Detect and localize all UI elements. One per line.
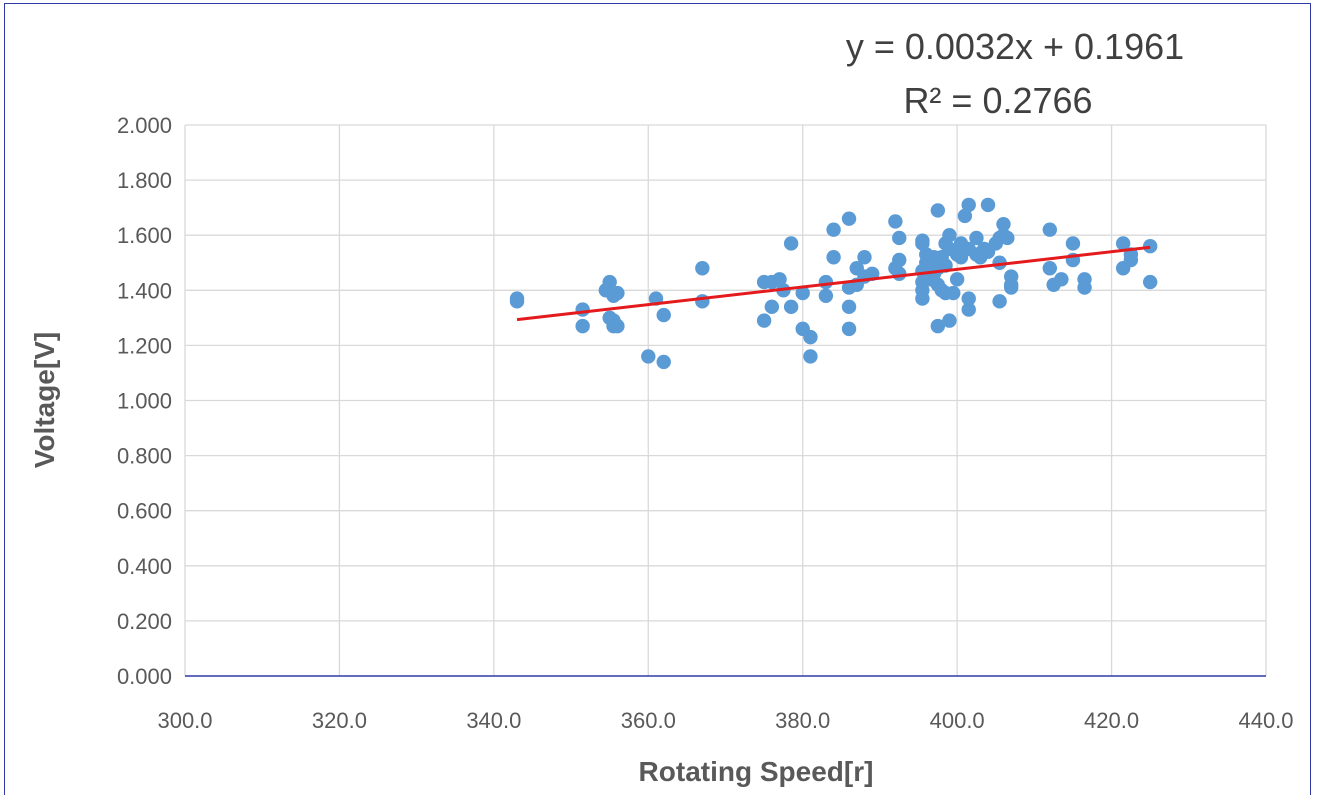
trendline-r-squared: R² = 0.2766 bbox=[903, 80, 1092, 121]
data-point bbox=[695, 261, 710, 276]
y-tick-label: 1.400 bbox=[117, 278, 172, 303]
data-point bbox=[783, 236, 799, 251]
x-tick-label: 380.0 bbox=[775, 708, 830, 733]
data-point bbox=[1042, 261, 1058, 276]
data-point bbox=[695, 294, 710, 309]
x-tick-label: 340.0 bbox=[466, 708, 521, 733]
data-point bbox=[961, 302, 976, 317]
data-point bbox=[1065, 236, 1081, 251]
data-point bbox=[641, 349, 656, 364]
x-tick-label: 360.0 bbox=[621, 708, 676, 733]
data-point bbox=[602, 274, 617, 290]
data-point bbox=[656, 354, 671, 370]
y-axis-title: Voltage[V] bbox=[29, 332, 60, 468]
data-point bbox=[1077, 280, 1092, 295]
data-point bbox=[930, 318, 946, 334]
data-point bbox=[949, 272, 965, 287]
x-axis-title: Rotating Speed[r] bbox=[639, 756, 874, 787]
data-point bbox=[764, 299, 780, 315]
data-point bbox=[961, 291, 976, 306]
data-point bbox=[826, 222, 841, 237]
y-tick-label: 1.200 bbox=[117, 333, 172, 358]
data-point bbox=[841, 299, 857, 315]
trendline-layer bbox=[516, 245, 1151, 322]
data-point bbox=[1054, 272, 1069, 287]
tick-labels: 0.000 0.200 0.400 0.600 0.800 1.000 1.200 1.400… bbox=[117, 113, 1294, 733]
data-point bbox=[915, 236, 930, 251]
data-point bbox=[803, 329, 818, 345]
data-point bbox=[892, 266, 907, 281]
data-point bbox=[756, 313, 772, 328]
data-point bbox=[783, 299, 799, 315]
data-point bbox=[575, 302, 590, 317]
data-point bbox=[1042, 222, 1058, 237]
y-tick-label: 2.000 bbox=[117, 113, 172, 138]
data-point bbox=[857, 250, 872, 265]
data-point bbox=[969, 230, 984, 246]
data-point bbox=[575, 318, 590, 334]
y-tick-label: 1.000 bbox=[117, 389, 172, 414]
data-point bbox=[942, 313, 957, 328]
y-tick-label: 0.200 bbox=[117, 609, 172, 634]
x-tick-label: 420.0 bbox=[1084, 708, 1139, 733]
data-point bbox=[509, 291, 525, 306]
x-tick-label: 440.0 bbox=[1238, 708, 1293, 733]
y-tick-label: 0.000 bbox=[117, 664, 172, 689]
grid-lines bbox=[184, 124, 1267, 676]
trendline bbox=[516, 245, 1151, 322]
data-point bbox=[818, 274, 834, 290]
data-point bbox=[1115, 236, 1131, 251]
data-point bbox=[992, 294, 1007, 309]
data-point bbox=[656, 307, 671, 323]
data-point bbox=[957, 208, 973, 224]
data-point bbox=[942, 228, 957, 243]
data-point bbox=[610, 318, 625, 334]
data-point bbox=[930, 203, 946, 218]
data-point bbox=[946, 285, 961, 301]
chart-frame bbox=[4, 3, 1311, 795]
data-point bbox=[1003, 269, 1019, 284]
data-point bbox=[841, 321, 857, 337]
data-point bbox=[892, 252, 907, 268]
data-point bbox=[841, 211, 857, 226]
data-point bbox=[1000, 230, 1015, 246]
data-point bbox=[826, 250, 841, 265]
data-point bbox=[610, 285, 625, 301]
y-tick-label: 0.400 bbox=[117, 554, 172, 579]
data-point bbox=[961, 197, 976, 213]
y-tick-label: 1.600 bbox=[117, 223, 172, 248]
data-point bbox=[1142, 274, 1158, 290]
x-tick-label: 300.0 bbox=[157, 708, 212, 733]
y-tick-label: 0.600 bbox=[117, 499, 172, 524]
data-point bbox=[803, 349, 818, 364]
data-point bbox=[772, 272, 787, 287]
y-tick-label: 1.800 bbox=[117, 168, 172, 193]
data-point bbox=[818, 288, 834, 304]
data-point bbox=[996, 216, 1011, 232]
y-tick-label: 0.800 bbox=[117, 444, 172, 469]
data-point bbox=[1142, 239, 1158, 254]
data-points bbox=[509, 197, 1158, 370]
data-point bbox=[795, 285, 810, 301]
data-point bbox=[888, 214, 903, 229]
data-point bbox=[980, 197, 996, 213]
trendline-equation: y = 0.0032x + 0.1961 bbox=[846, 26, 1184, 67]
x-tick-label: 400.0 bbox=[930, 708, 985, 733]
x-tick-label: 320.0 bbox=[312, 708, 367, 733]
data-point bbox=[892, 230, 907, 246]
